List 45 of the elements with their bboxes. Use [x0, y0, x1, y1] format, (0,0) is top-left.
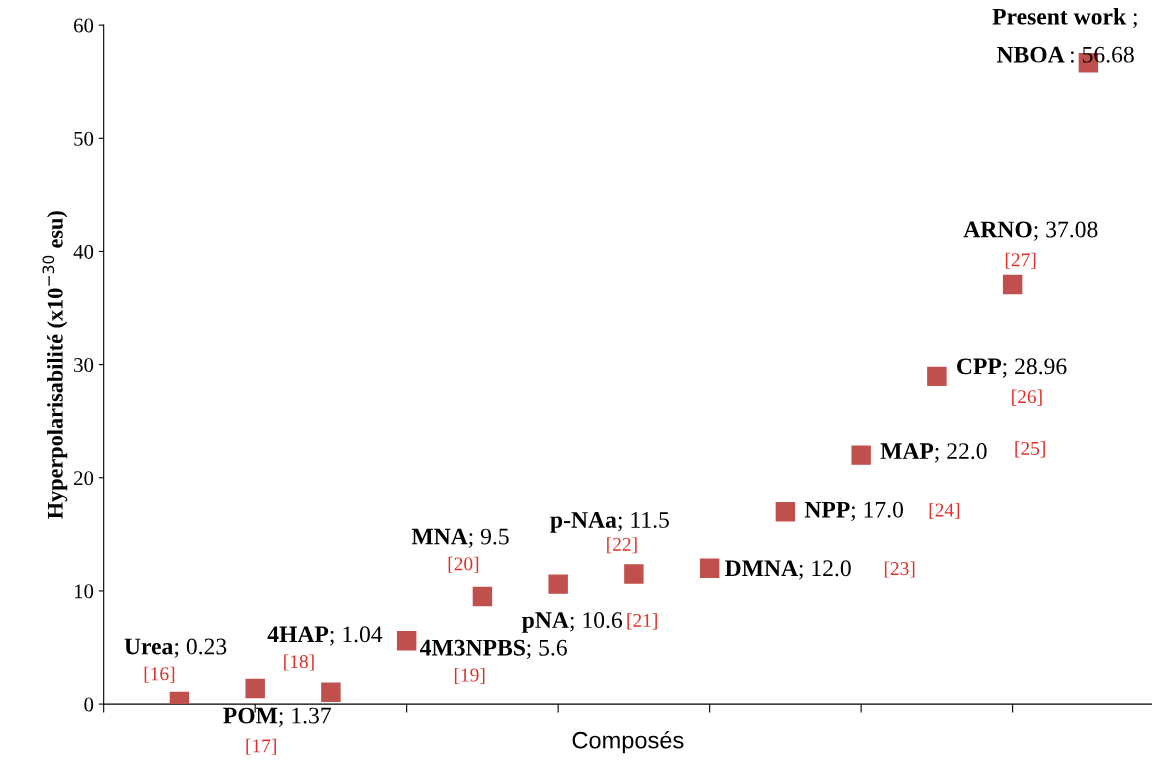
annotation: [18] — [284, 654, 314, 671]
text: Present work ; NBOA : 56.68 — [992, 8, 1137, 63]
data-label: CPP; 28.96 — [957, 358, 1067, 378]
y-tick-label: 30 — [74, 357, 94, 373]
point — [851, 445, 871, 465]
y-tick-label: 10 — [74, 584, 94, 599]
text: [17] — [246, 738, 276, 755]
y-tick-label: 60 — [74, 18, 94, 33]
annotation: [25] — [1015, 441, 1045, 458]
point — [548, 574, 568, 594]
y-tick-label: 0 — [84, 697, 94, 712]
annotation: [23] — [884, 561, 915, 578]
data-label: POM; 1.37 — [223, 707, 331, 727]
data-label: pNA; 10.6 — [522, 612, 623, 633]
point — [245, 678, 265, 699]
point — [396, 630, 417, 651]
annotation: [21] — [627, 613, 657, 630]
annotation: [26] — [1012, 389, 1042, 406]
y-axis-title: Hyperpolarisabilité (x10$^{−30}$ esu) — [42, 211, 68, 519]
y-tick-label: 50 — [74, 131, 94, 146]
x-axis-title: Composés — [572, 730, 684, 754]
annotation: [20] — [448, 556, 479, 573]
y-tick-label: 20 — [74, 471, 94, 486]
data-label: 4HAP; 1.04 — [267, 626, 383, 646]
point — [321, 682, 341, 703]
data-label: 4M3NPBS; 5.6 — [419, 639, 567, 660]
point — [1002, 274, 1023, 295]
data-label: MAP; 22.0 — [880, 443, 987, 463]
annotation: [16] — [144, 666, 175, 683]
annotation: [22] — [607, 537, 637, 554]
data-label: NPP; 17.0 — [804, 501, 904, 522]
annotation: [24] — [929, 502, 960, 519]
point — [927, 366, 947, 387]
annotation: [27] — [1005, 252, 1036, 269]
point — [775, 501, 796, 522]
point — [472, 586, 493, 607]
data-label: Urea; 0.23 — [124, 638, 227, 658]
point — [699, 558, 720, 579]
data-label: MNA; 9.5 — [411, 528, 509, 548]
data-label: p-NAa; 11.5 — [550, 512, 669, 533]
data-label: ARNO; 37.08 — [963, 221, 1098, 241]
data-label: DMNA; 12.0 — [725, 560, 851, 580]
point — [624, 564, 644, 584]
annotation: [19] — [454, 667, 485, 684]
y-tick-label: 40 — [73, 244, 94, 259]
